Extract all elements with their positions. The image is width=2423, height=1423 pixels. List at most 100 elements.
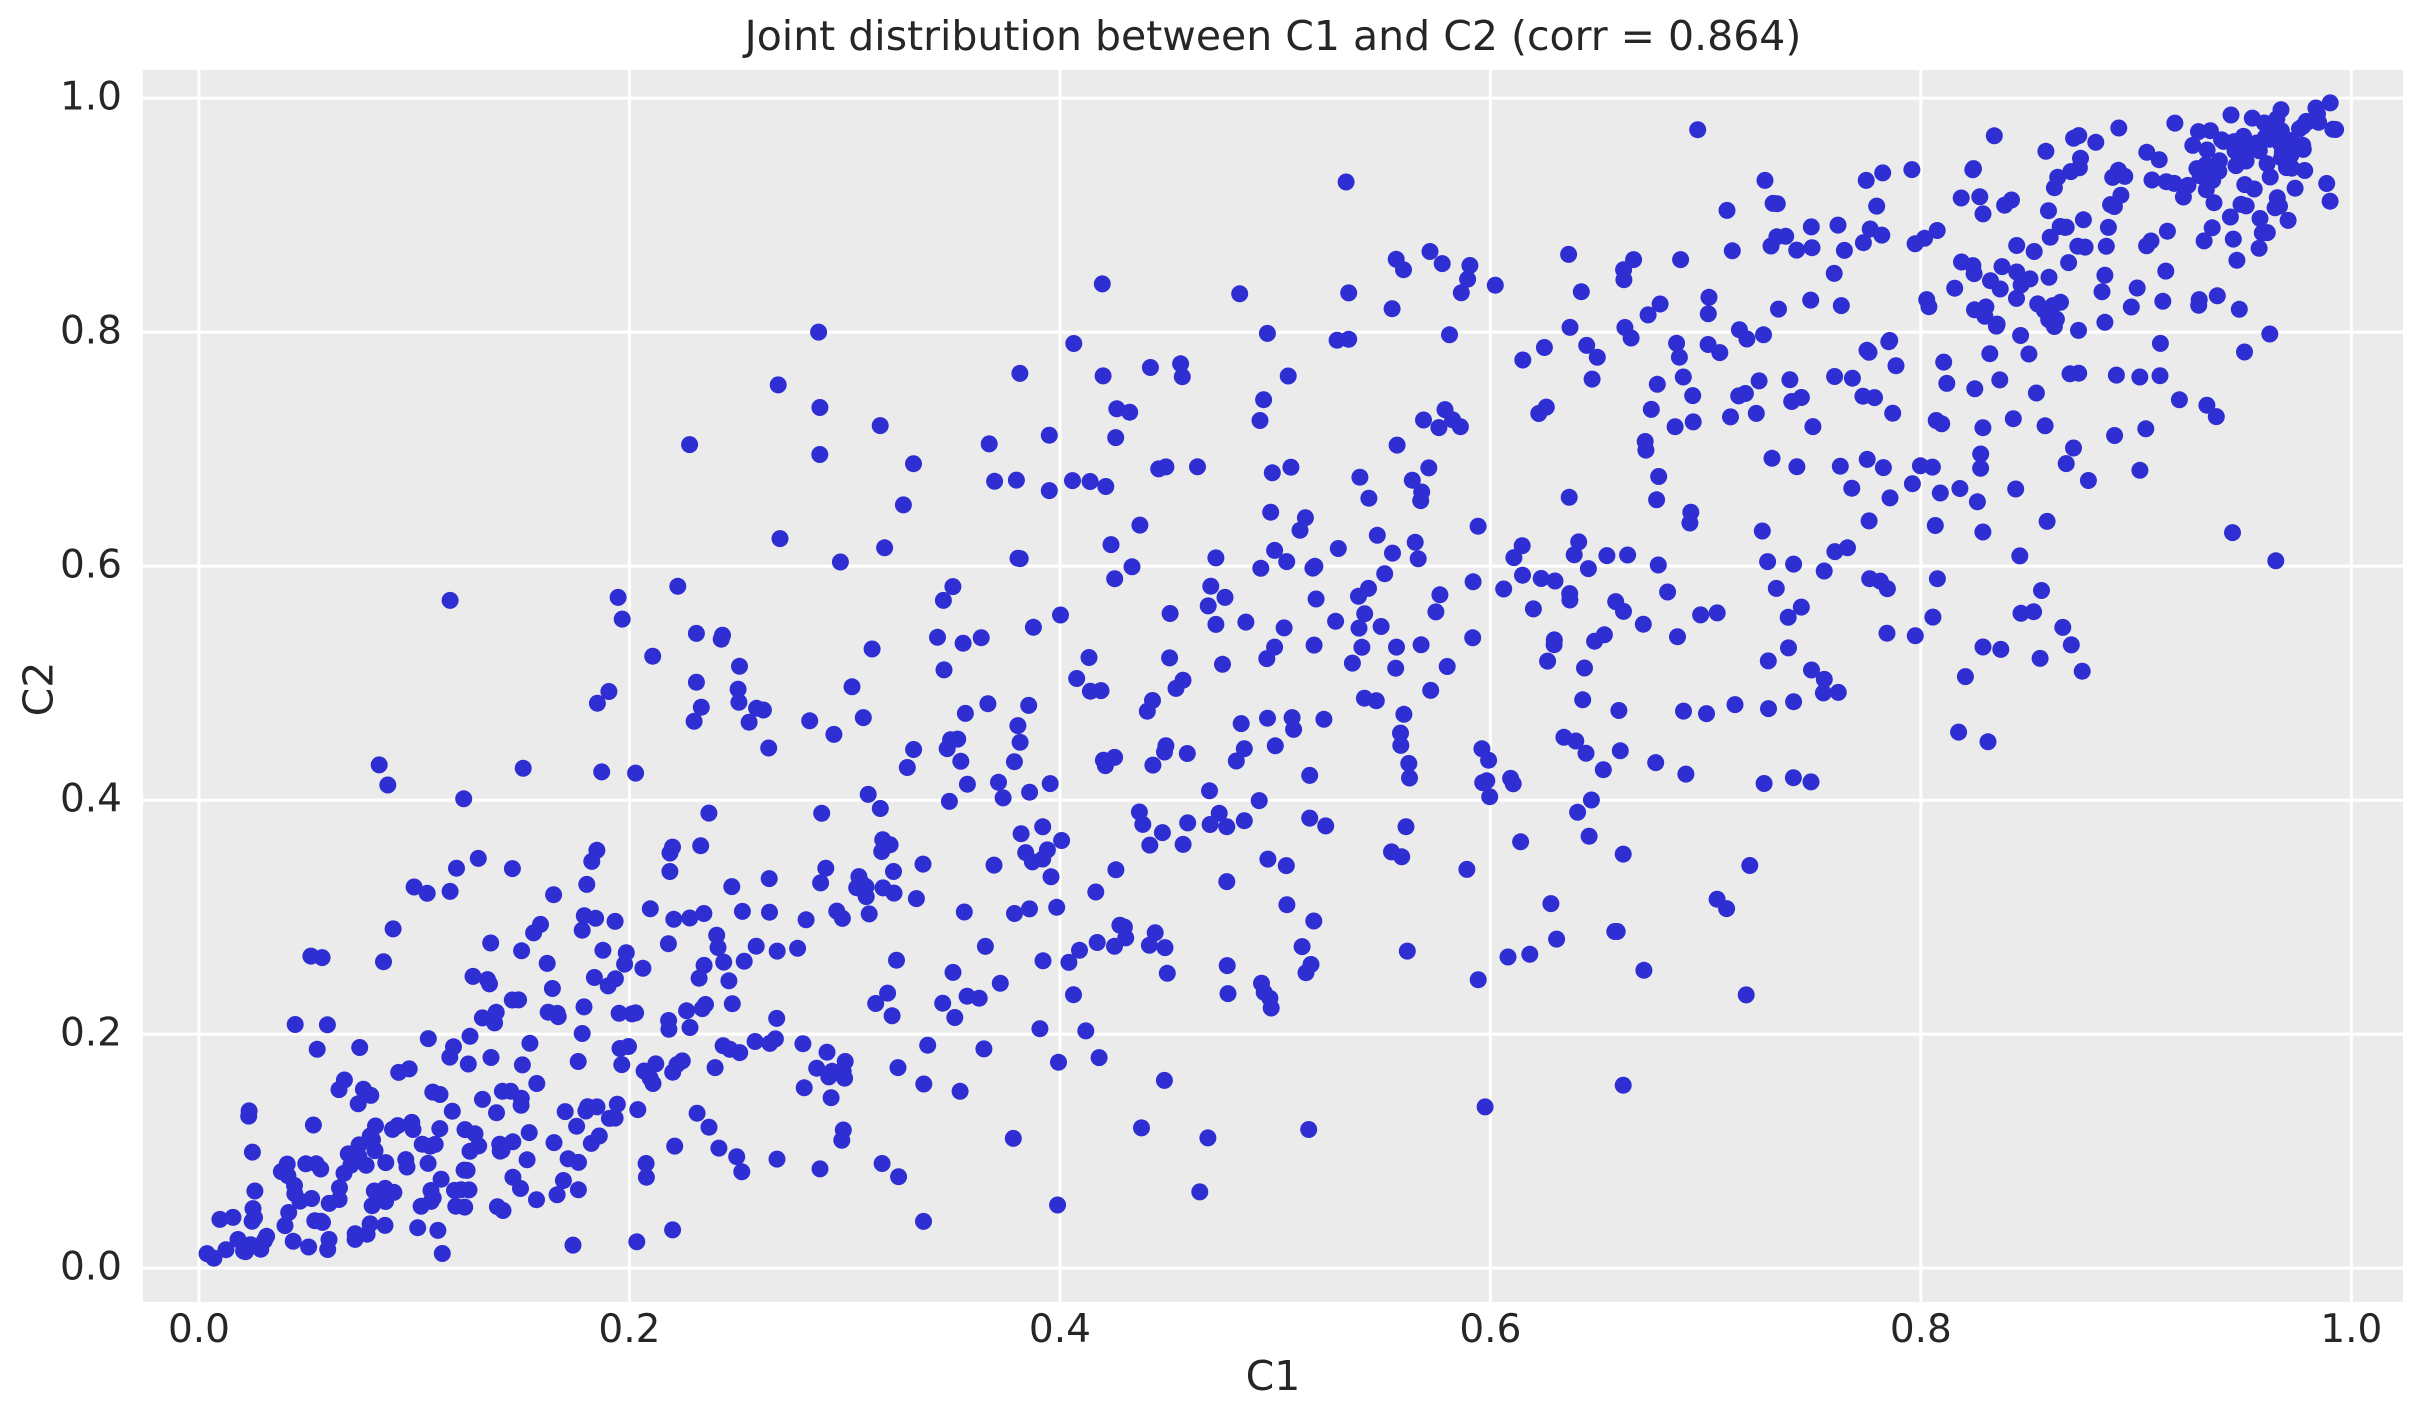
data-point xyxy=(2052,293,2069,311)
data-point xyxy=(1578,336,1596,354)
y-tick-label: 0.0 xyxy=(59,1244,122,1290)
data-point xyxy=(1991,280,2009,298)
data-point xyxy=(688,1104,706,1122)
data-point xyxy=(1923,458,1941,476)
data-point xyxy=(1266,737,1284,755)
data-point xyxy=(1235,812,1253,830)
data-point xyxy=(419,1154,437,1172)
x-tick-label: 0.2 xyxy=(598,1307,661,1352)
data-point xyxy=(1007,471,1025,489)
data-point xyxy=(1090,1049,1108,1067)
chart-title: Joint distribution between C1 and C2 (co… xyxy=(744,12,1802,60)
data-point xyxy=(2244,138,2262,156)
data-point xyxy=(1780,639,1797,657)
data-point xyxy=(370,756,388,774)
data-point xyxy=(768,942,786,960)
data-point xyxy=(1952,189,1970,207)
data-point xyxy=(709,939,727,956)
data-point xyxy=(513,942,531,960)
data-point xyxy=(1965,160,1982,178)
data-point xyxy=(1464,629,1482,647)
data-point xyxy=(1956,668,1974,686)
data-point xyxy=(1337,173,1355,191)
data-point xyxy=(1881,489,1899,507)
data-point xyxy=(2021,270,2039,288)
data-point xyxy=(1469,971,1487,989)
data-point xyxy=(1928,570,1946,588)
data-point xyxy=(455,790,473,808)
data-point xyxy=(1343,654,1361,672)
data-point xyxy=(1854,387,1872,405)
data-point xyxy=(569,1053,587,1070)
data-point xyxy=(760,739,778,757)
data-point xyxy=(747,937,765,955)
data-point xyxy=(2150,151,2168,169)
data-point xyxy=(1569,803,1587,821)
data-point xyxy=(1760,700,1777,718)
y-axis-label: C2 xyxy=(14,661,63,717)
data-point xyxy=(1368,526,1386,544)
data-point xyxy=(1329,540,1347,557)
data-point xyxy=(559,1150,577,1168)
data-point xyxy=(494,1202,512,1219)
data-point xyxy=(817,859,835,877)
data-point xyxy=(578,875,596,893)
data-point xyxy=(2096,313,2114,331)
data-point xyxy=(1458,860,1476,878)
data-point xyxy=(746,1033,764,1050)
data-point xyxy=(1755,326,1772,344)
data-point xyxy=(1034,952,1052,970)
data-point xyxy=(1926,517,1944,534)
data-point xyxy=(1878,580,1896,598)
data-point xyxy=(1157,458,1175,476)
data-point xyxy=(1107,429,1125,447)
data-point xyxy=(1305,912,1323,930)
data-point xyxy=(1504,775,1522,793)
data-point xyxy=(1042,868,1060,886)
data-point xyxy=(898,759,916,776)
data-point xyxy=(443,1102,461,1120)
data-point xyxy=(883,1007,901,1025)
data-point xyxy=(1156,939,1174,957)
data-point xyxy=(302,947,320,965)
data-point xyxy=(1580,827,1598,845)
data-point xyxy=(1648,491,1666,509)
data-point xyxy=(600,683,618,700)
data-point xyxy=(512,1096,530,1114)
data-point xyxy=(613,1056,631,1074)
data-point xyxy=(2296,162,2314,179)
data-point xyxy=(2321,94,2339,112)
data-point xyxy=(1486,276,1504,294)
data-point xyxy=(1622,329,1640,347)
data-point xyxy=(1130,803,1148,821)
data-point xyxy=(687,624,705,642)
data-point xyxy=(789,939,807,957)
data-point xyxy=(1356,605,1374,623)
data-point xyxy=(1561,318,1579,336)
data-point xyxy=(1277,857,1295,875)
data-point xyxy=(433,1245,451,1262)
data-point xyxy=(1659,583,1677,601)
data-point xyxy=(721,1040,739,1058)
data-point xyxy=(2070,364,2088,382)
data-point xyxy=(1972,445,1990,463)
data-point xyxy=(2157,173,2175,191)
data-point xyxy=(664,1221,682,1239)
data-point xyxy=(942,731,960,749)
data-point xyxy=(2062,636,2080,654)
data-point xyxy=(681,909,699,927)
data-point xyxy=(1395,705,1413,723)
data-point xyxy=(1296,509,1314,527)
data-point xyxy=(242,1236,260,1254)
data-point xyxy=(1231,285,1249,303)
data-point xyxy=(1880,333,1898,351)
data-point xyxy=(766,1030,784,1048)
data-point xyxy=(980,435,998,453)
data-point xyxy=(1542,895,1560,913)
data-point xyxy=(2070,127,2088,145)
data-point xyxy=(1041,775,1059,793)
data-point xyxy=(1972,459,1990,477)
data-point xyxy=(1121,403,1139,421)
data-point xyxy=(1388,436,1406,454)
